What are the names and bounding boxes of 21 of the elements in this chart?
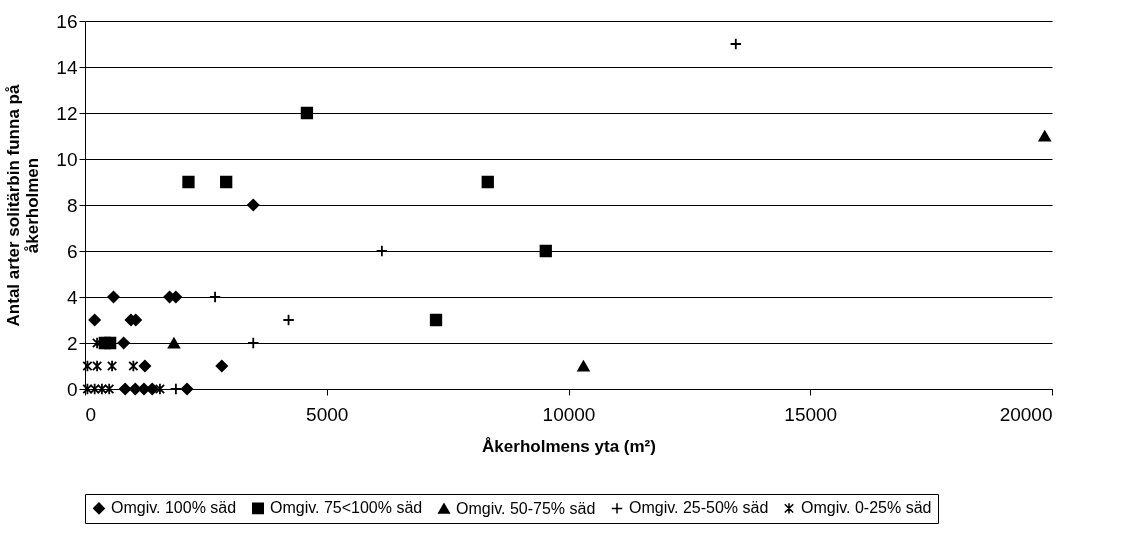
y-tick-label: 12 — [56, 102, 78, 124]
y-tick-label: 14 — [56, 56, 78, 78]
legend-label: Omgiv. 100% säd — [111, 499, 237, 517]
x-tick-label: 10000 — [542, 403, 596, 425]
x-tick-label: 15000 — [784, 403, 838, 425]
y-axis-title: Antal arter solitärbin funna på åkerholmen — [4, 84, 43, 327]
legend-label: Omgiv. 0-25% säd — [801, 499, 932, 517]
x-axis-title: Åkerholmens yta (m²) — [482, 436, 656, 456]
legend-label: Omgiv. 50-75% säd — [456, 499, 596, 517]
y-tick-label: 10 — [56, 148, 78, 170]
legend-label: Omgiv. 75<100% säd — [270, 499, 423, 517]
y-tick-label: 0 — [66, 378, 78, 400]
y-tick-label: 6 — [66, 240, 78, 262]
y-tick-label: 4 — [66, 286, 78, 308]
x-tick-label: 20000 — [999, 403, 1053, 425]
y-tick-label: 2 — [66, 332, 78, 354]
y-tick-label: 8 — [66, 194, 78, 216]
legend-label: Omgiv. 25-50% säd — [629, 499, 769, 517]
x-tick-label: 5000 — [306, 403, 349, 425]
x-tick-label: 0 — [85, 403, 97, 425]
y-tick-label: 16 — [56, 10, 78, 32]
